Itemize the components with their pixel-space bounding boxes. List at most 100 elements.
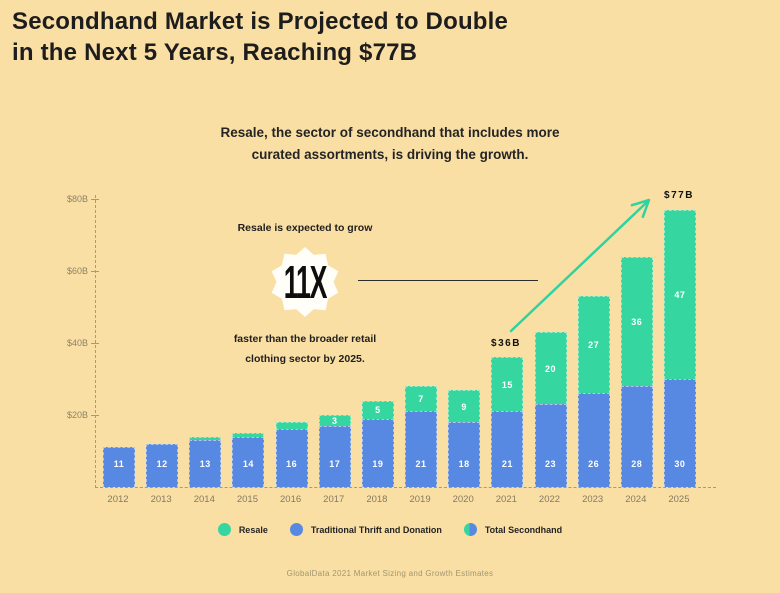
bar-2012-thrift-segment: 11 (103, 447, 135, 487)
x-axis-label-2015: 2015 (236, 494, 258, 505)
starburst-badge: 11X (269, 246, 341, 318)
chart-subtitle-line2: curated assortments, is driving the grow… (251, 147, 529, 162)
chart-subtitle: Resale, the sector of secondhand that in… (0, 122, 780, 166)
bar-2014-resale-segment (189, 436, 222, 441)
bar-2024-thrift-segment: 28 (620, 386, 653, 487)
resale-value-label-2021: 15 (501, 379, 513, 390)
resale-value-label-2024: 36 (631, 316, 643, 327)
bar-2023-thrift-segment: 26 (577, 393, 610, 487)
thrift-value-label-2022: 23 (544, 459, 556, 469)
callout-divider-line (358, 280, 538, 281)
bar-2013-thrift-segment: 12 (146, 443, 179, 487)
bar-2025-resale-segment: 47 (663, 209, 696, 379)
bar-2015: 14 (232, 433, 265, 487)
x-axis-label-2024: 2024 (625, 494, 647, 505)
bar-2019-resale-segment: 7 (405, 386, 438, 412)
x-axis-label-2020: 2020 (452, 494, 474, 505)
y-tick-label-40: $40B (66, 338, 88, 348)
bar-2016-resale-segment (275, 422, 308, 430)
bar-2016: 16 (275, 422, 308, 487)
thrift-value-label-2016: 16 (286, 458, 298, 469)
bar-2019-thrift-segment: 21 (405, 411, 438, 487)
thrift-value-label-2012: 11 (113, 459, 125, 469)
bar-2023-resale-segment: 27 (577, 296, 610, 394)
x-axis-label-2021: 2021 (495, 494, 517, 505)
resale-value-label-2019: 7 (418, 394, 424, 405)
thrift-value-label-2025: 30 (674, 459, 686, 469)
legend-item-total: Total Secondhand (463, 523, 563, 536)
thrift-value-label-2018: 19 (372, 459, 384, 469)
y-tick-label-20: $20B (66, 410, 88, 420)
bar-2014: 13 (189, 436, 222, 487)
x-axis-label-2013: 2013 (150, 494, 172, 505)
x-axis-label-2014: 2014 (193, 494, 215, 505)
y-tick-mark-60 (91, 271, 99, 272)
resale-value-label-2020: 9 (461, 401, 467, 412)
thrift-value-label-2024: 28 (631, 459, 643, 469)
callout-outro-line1: faster than the broader retail (233, 333, 377, 345)
bar-2020: 9 18 (448, 389, 481, 487)
source-citation: GlobalData 2021 Market Sizing and Growth… (286, 569, 494, 578)
bar-2014-thrift-segment: 13 (189, 440, 222, 487)
resale-value-label-2017: 3 (331, 415, 338, 426)
x-axis-label-2019: 2019 (409, 494, 431, 505)
bar-2024: 36 28 (620, 256, 653, 487)
starburst-icon (271, 247, 339, 317)
callout-intro-text: Resale is expected to grow (237, 222, 373, 234)
page-title-line1: Secondhand Market is Projected to Double (12, 8, 509, 35)
thrift-value-label-2015: 14 (242, 458, 254, 469)
resale-value-label-2025: 47 (674, 289, 686, 300)
thrift-value-label-2021: 21 (501, 459, 513, 469)
resale-swatch-icon (217, 523, 231, 536)
x-axis-label-2018: 2018 (366, 494, 388, 505)
y-tick-mark-20 (91, 415, 99, 416)
resale-value-label-2022: 20 (544, 363, 556, 374)
bar-2018-resale-segment: 5 (361, 400, 394, 419)
legend-label-thrift: Traditional Thrift and Donation (310, 524, 442, 535)
bar-2021-thrift-segment: 21 (491, 411, 524, 487)
bar-2020-resale-segment: 9 (448, 389, 481, 423)
bar-2017: 3 17 (318, 415, 351, 487)
total-swatch-icon (463, 523, 477, 536)
y-tick-label-60: $60B (66, 266, 88, 276)
y-tick-mark-40 (91, 343, 99, 344)
bar-2025: 47 30 (663, 209, 696, 487)
resale-value-label-2018: 5 (375, 405, 381, 416)
x-axis-label-2022: 2022 (538, 494, 561, 505)
bar-2017-resale-segment: 3 (318, 415, 351, 426)
x-axis-label-2016: 2016 (280, 494, 302, 505)
page-title-line2: in the Next 5 Years, Reaching $77B (12, 39, 418, 66)
bar-2020-thrift-segment: 18 (448, 422, 481, 487)
bar-2025-thrift-segment: 30 (663, 379, 696, 487)
y-tick-label-80: $80B (66, 194, 88, 204)
callout-outro-text: faster than the broader retail clothing … (155, 329, 455, 369)
bar-2013: 12 (146, 443, 179, 487)
legend-item-thrift: Traditional Thrift and Donation (289, 523, 442, 536)
annotation-2021-total: $36B (491, 338, 521, 349)
legend-label-total: Total Secondhand (484, 524, 563, 535)
thrift-swatch-icon (289, 523, 303, 536)
bar-2018-thrift-segment: 19 (361, 418, 394, 487)
annotation-2025-total: $77B (664, 190, 694, 201)
bar-2018: 5 19 (361, 400, 394, 487)
thrift-value-label-2017: 17 (329, 458, 341, 469)
bar-2015-thrift-segment: 14 (232, 436, 265, 487)
bar-2016-thrift-segment: 16 (275, 429, 308, 487)
bar-2024-resale-segment: 36 (620, 256, 653, 387)
callout-outro-line2: clothing sector by 2025. (245, 353, 365, 365)
x-axis-label-2023: 2023 (582, 494, 604, 505)
bar-2022: 20 23 (534, 332, 567, 487)
bar-2015-resale-segment (232, 433, 265, 437)
bar-2021: 15 21 (491, 357, 524, 487)
bar-2021-resale-segment: 15 (491, 357, 524, 412)
thrift-value-label-2020: 18 (458, 459, 470, 469)
resale-value-label-2023: 27 (588, 340, 600, 351)
bar-2012: 11 (103, 447, 135, 487)
thrift-value-label-2014: 13 (199, 459, 211, 469)
page-title: Secondhand Market is Projected to Double… (12, 6, 508, 68)
chart-subtitle-line1: Resale, the sector of secondhand that in… (220, 125, 560, 140)
thrift-value-label-2019: 21 (415, 458, 427, 469)
x-axis-label-2012: 2012 (107, 494, 129, 505)
legend: Resale Traditional Thrift and Donation T… (0, 523, 780, 536)
